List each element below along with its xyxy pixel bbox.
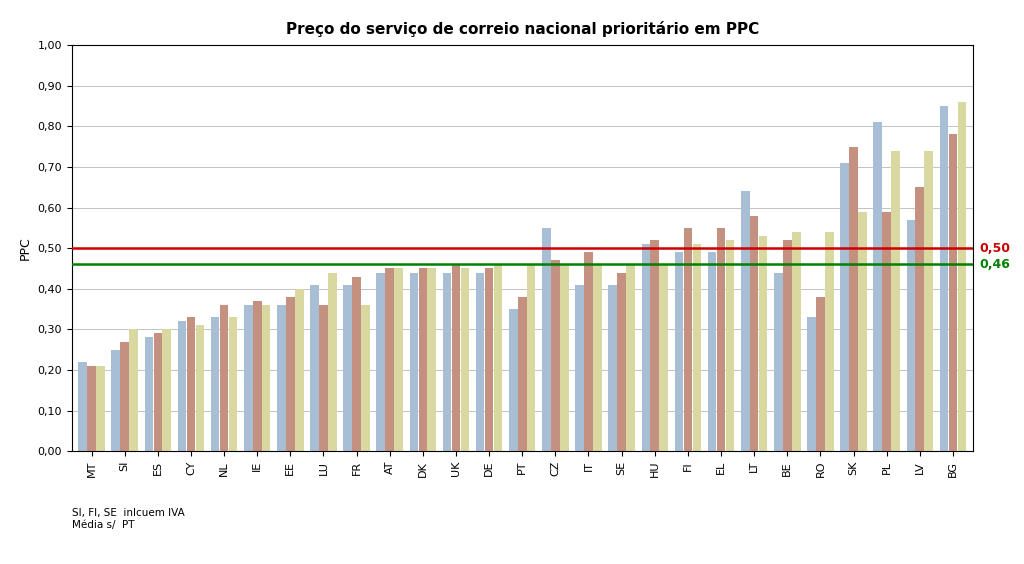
Bar [244, 305, 253, 451]
Bar [708, 252, 717, 451]
Bar [957, 102, 967, 451]
Title: Preço do serviço de correio nacional prioritário em PPC: Preço do serviço de correio nacional pri… [286, 21, 759, 37]
Bar [278, 305, 286, 451]
Bar [542, 228, 551, 451]
Bar [442, 272, 452, 451]
Bar [211, 317, 219, 451]
Text: 0,50: 0,50 [980, 241, 1011, 255]
Bar [627, 265, 635, 451]
Bar [78, 362, 87, 451]
Bar [476, 272, 484, 451]
Bar [608, 285, 617, 451]
Bar [948, 134, 957, 451]
Bar [112, 350, 120, 451]
Bar [807, 317, 816, 451]
Text: 0,46: 0,46 [980, 258, 1011, 271]
Bar [915, 187, 924, 451]
Bar [310, 285, 318, 451]
Bar [783, 240, 792, 451]
Bar [849, 147, 858, 451]
Bar [410, 272, 418, 451]
Text: SI, FI, SE  inlcuem IVA
Média s/  PT: SI, FI, SE inlcuem IVA Média s/ PT [72, 508, 184, 530]
Bar [262, 305, 270, 451]
Bar [163, 329, 171, 451]
Bar [129, 329, 138, 451]
Bar [675, 252, 683, 451]
Bar [650, 240, 659, 451]
Bar [228, 317, 238, 451]
Bar [891, 151, 900, 451]
Bar [841, 163, 849, 451]
Bar [186, 317, 196, 451]
Bar [377, 272, 385, 451]
Bar [825, 232, 834, 451]
Bar [361, 305, 370, 451]
Bar [759, 236, 767, 451]
Bar [394, 268, 403, 451]
Bar [286, 297, 295, 451]
Bar [87, 366, 96, 451]
Bar [121, 342, 129, 451]
Bar [295, 289, 303, 451]
Bar [385, 268, 394, 451]
Bar [726, 240, 734, 451]
Bar [925, 151, 933, 451]
Bar [883, 212, 891, 451]
Bar [220, 305, 228, 451]
Bar [328, 272, 337, 451]
Bar [352, 276, 360, 451]
Bar [774, 272, 782, 451]
Bar [178, 321, 186, 451]
Bar [343, 285, 352, 451]
Bar [593, 265, 602, 451]
Bar [684, 228, 692, 451]
Bar [584, 252, 593, 451]
Bar [906, 220, 915, 451]
Bar [940, 106, 948, 451]
Bar [750, 215, 759, 451]
Bar [575, 285, 584, 451]
Bar [154, 333, 162, 451]
Y-axis label: PPC: PPC [18, 236, 32, 260]
Bar [419, 268, 427, 451]
Bar [551, 261, 560, 451]
Bar [858, 212, 866, 451]
Bar [641, 244, 650, 451]
Bar [461, 268, 469, 451]
Média UE 27 s/ PT (2010) [85, 245, 97, 252]
Bar [509, 309, 517, 451]
Bar [717, 228, 725, 451]
Bar [659, 265, 668, 451]
Bar [319, 305, 328, 451]
Bar [816, 297, 824, 451]
Bar [560, 265, 568, 451]
Bar [692, 244, 701, 451]
Média UE 15 s/ PT (2010) [119, 261, 131, 268]
Média UE 27 s/ PT (2010) [119, 245, 131, 252]
Bar [484, 268, 494, 451]
Bar [253, 301, 261, 451]
Bar [196, 325, 204, 451]
Bar [427, 268, 436, 451]
Média UE 15 s/ PT (2010) [85, 261, 97, 268]
Bar [527, 265, 536, 451]
Bar [452, 265, 460, 451]
Bar [792, 232, 801, 451]
Bar [873, 122, 882, 451]
Bar [144, 337, 154, 451]
Bar [494, 265, 503, 451]
Bar [741, 191, 750, 451]
Bar [617, 272, 626, 451]
Bar [518, 297, 526, 451]
Bar [96, 366, 104, 451]
